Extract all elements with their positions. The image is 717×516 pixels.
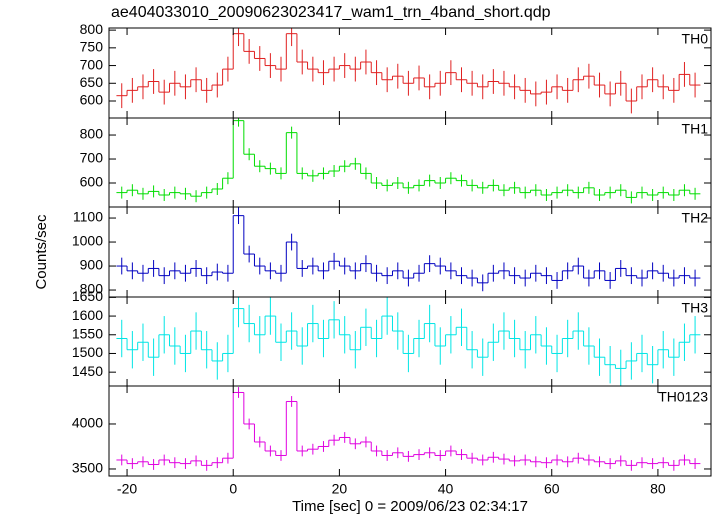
x-tick-label: 0 — [229, 481, 237, 497]
y-tick-label: 800 — [80, 126, 104, 142]
panel-plot — [116, 207, 701, 292]
x-tick-label: -20 — [117, 481, 137, 497]
y-tick-label: 800 — [80, 21, 104, 37]
y-tick-label: 650 — [80, 74, 104, 90]
chart-title: ae404033010_20090623023417_wam1_trn_4ban… — [111, 4, 551, 21]
panel-label: TH0123 — [658, 389, 708, 405]
panel-plot — [116, 387, 701, 471]
panel-label: TH3 — [682, 300, 709, 316]
y-tick-label: 1600 — [72, 307, 103, 323]
y-tick-label: 750 — [80, 39, 104, 55]
panel-plot — [116, 297, 701, 386]
x-axis-label: Time [sec] 0 = 2009/06/23 02:34:17 — [292, 498, 528, 515]
y-tick-label: 600 — [80, 92, 104, 108]
y-tick-label: 1650 — [72, 288, 103, 304]
panel-plot — [116, 28, 701, 114]
panel-frame — [108, 385, 712, 477]
x-tick-label: 40 — [438, 481, 454, 497]
y-tick-label: 700 — [80, 150, 104, 166]
panel-frame — [108, 206, 712, 298]
y-tick-label: 3500 — [72, 460, 103, 476]
y-tick-label: 800 — [80, 281, 104, 297]
panel-label: TH1 — [682, 121, 709, 137]
y-tick-label: 4000 — [72, 415, 103, 431]
x-tick-label: 20 — [332, 481, 348, 497]
panel-plot — [116, 118, 701, 204]
y-axis-label: Counts/sec — [33, 214, 50, 290]
y-tick-label: 1000 — [72, 233, 103, 249]
y-tick-label: 1450 — [72, 363, 103, 379]
y-tick-label: 600 — [80, 174, 104, 190]
panel-label: TH2 — [682, 210, 709, 226]
x-tick-label: 80 — [650, 481, 666, 497]
y-tick-label: 1550 — [72, 325, 103, 341]
y-tick-label: 900 — [80, 257, 104, 273]
panel-label: TH0 — [682, 31, 709, 47]
y-tick-label: 700 — [80, 56, 104, 72]
y-tick-label: 1500 — [72, 344, 103, 360]
y-tick-label: 1100 — [73, 209, 103, 225]
x-tick-label: 60 — [544, 481, 560, 497]
